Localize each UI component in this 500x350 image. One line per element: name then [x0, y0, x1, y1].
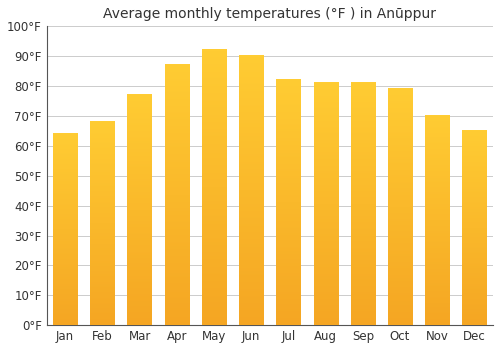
Bar — [239, 56, 264, 325]
Title: Average monthly temperatures (°F ) in Anūppur: Average monthly temperatures (°F ) in An… — [104, 7, 436, 21]
Bar — [53, 134, 78, 325]
Bar — [425, 116, 450, 325]
Bar — [350, 83, 375, 325]
Bar — [276, 80, 300, 325]
Bar — [314, 83, 338, 325]
Bar — [164, 65, 189, 325]
Bar — [388, 89, 412, 325]
Bar — [202, 50, 226, 325]
Bar — [90, 122, 114, 325]
Bar — [462, 131, 486, 325]
Bar — [128, 95, 152, 325]
